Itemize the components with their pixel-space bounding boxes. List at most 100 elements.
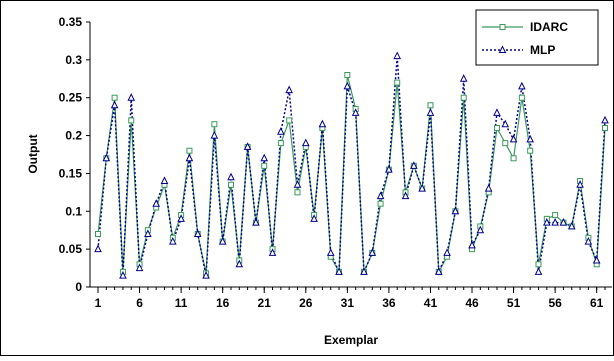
- point-idarc: [510, 155, 517, 162]
- point-mlp: [459, 74, 468, 82]
- point-mlp: [202, 271, 210, 279]
- point-mlp: [526, 134, 535, 143]
- point-idarc: [261, 162, 268, 169]
- point-mlp: [468, 240, 476, 249]
- point-idarc: [377, 200, 384, 207]
- point-mlp: [368, 248, 377, 256]
- x-tick-label: 16: [216, 296, 230, 310]
- point-mlp: [551, 218, 559, 226]
- point-idarc: [128, 117, 135, 124]
- point-idarc: [111, 94, 118, 101]
- point-mlp: [443, 248, 451, 256]
- point-mlp: [451, 206, 460, 215]
- point-mlp: [601, 115, 609, 124]
- y-tick-label: 0.15: [59, 166, 83, 180]
- point-idarc: [186, 147, 193, 154]
- point-mlp: [318, 119, 327, 128]
- point-mlp: [393, 51, 402, 60]
- point-mlp: [185, 153, 194, 162]
- point-mlp: [193, 229, 202, 237]
- point-mlp: [268, 248, 277, 256]
- point-idarc: [502, 140, 509, 147]
- y-tick-label: 0.1: [65, 204, 82, 218]
- point-idarc: [427, 102, 434, 109]
- point-mlp: [351, 108, 360, 116]
- legend-marker-idarc: [499, 24, 506, 30]
- point-mlp: [592, 255, 601, 264]
- point-mlp: [335, 267, 343, 275]
- point-mlp: [576, 180, 584, 188]
- x-tick-label: 36: [382, 296, 396, 310]
- y-tick-label: 0.35: [59, 15, 83, 29]
- point-mlp: [168, 236, 177, 245]
- point-idarc: [518, 94, 525, 101]
- point-mlp: [152, 199, 160, 207]
- x-tick-label: 51: [507, 296, 521, 310]
- point-mlp: [127, 93, 136, 101]
- legend-marker-mlp: [498, 45, 507, 53]
- point-mlp: [401, 191, 410, 200]
- point-mlp: [476, 225, 485, 234]
- point-idarc: [227, 181, 234, 188]
- point-mlp: [376, 191, 385, 200]
- x-tick-label: 1: [95, 296, 102, 310]
- point-mlp: [277, 127, 285, 135]
- point-idarc: [535, 261, 542, 268]
- point-mlp: [293, 180, 302, 188]
- point-mlp: [418, 183, 426, 192]
- x-axis-title: Exemplar: [324, 333, 378, 347]
- point-idarc: [95, 231, 101, 237]
- point-mlp: [543, 218, 551, 226]
- point-idarc: [527, 147, 534, 154]
- x-tick-label: 21: [258, 296, 272, 310]
- point-idarc: [394, 79, 401, 86]
- y-tick-label: 0.2: [65, 129, 82, 143]
- point-mlp: [484, 183, 493, 192]
- x-tick-label: 26: [299, 296, 313, 310]
- point-mlp: [218, 236, 227, 245]
- y-tick-label: 0: [75, 280, 82, 294]
- point-idarc: [602, 125, 608, 131]
- point-mlp: [501, 119, 510, 128]
- point-mlp: [534, 267, 543, 275]
- point-idarc: [460, 94, 467, 101]
- point-idarc: [286, 117, 293, 124]
- y-axis: 0 0.05 0.1 0.15 0.2 0.25 0.3 0.35: [59, 15, 90, 294]
- point-mlp: [235, 259, 244, 268]
- point-mlp: [102, 153, 111, 162]
- legend-label-mlp: MLP: [530, 43, 555, 57]
- x-tick-label: 46: [465, 296, 479, 310]
- point-mlp: [285, 85, 293, 94]
- point-mlp: [260, 153, 269, 162]
- point-mlp: [119, 271, 127, 279]
- point-idarc: [277, 140, 284, 147]
- y-tick-label: 0.25: [59, 91, 83, 105]
- point-mlp: [243, 142, 252, 150]
- point-mlp: [493, 108, 501, 116]
- point-mlp: [144, 229, 152, 237]
- point-mlp: [360, 267, 368, 275]
- x-tick-label: 6: [136, 296, 143, 310]
- point-mlp: [518, 81, 526, 90]
- point-mlp: [310, 214, 318, 222]
- point-idarc: [294, 189, 301, 196]
- point-mlp: [410, 161, 418, 169]
- point-idarc: [493, 125, 500, 131]
- point-mlp: [301, 138, 310, 147]
- point-mlp: [434, 267, 443, 275]
- point-mlp: [135, 263, 144, 272]
- point-mlp: [110, 100, 119, 109]
- legend: IDARC MLP: [475, 9, 599, 66]
- point-idarc: [211, 121, 218, 128]
- point-mlp: [385, 165, 393, 173]
- y-axis-title: Output: [26, 134, 40, 173]
- point-mlp: [509, 134, 518, 143]
- series-line-idarc: [97, 74, 606, 275]
- x-tick-label: 56: [548, 296, 562, 310]
- y-tick-label: 0.05: [59, 242, 83, 256]
- x-tick-label: 11: [175, 296, 188, 310]
- legend-box: [475, 9, 599, 66]
- point-idarc: [552, 212, 559, 219]
